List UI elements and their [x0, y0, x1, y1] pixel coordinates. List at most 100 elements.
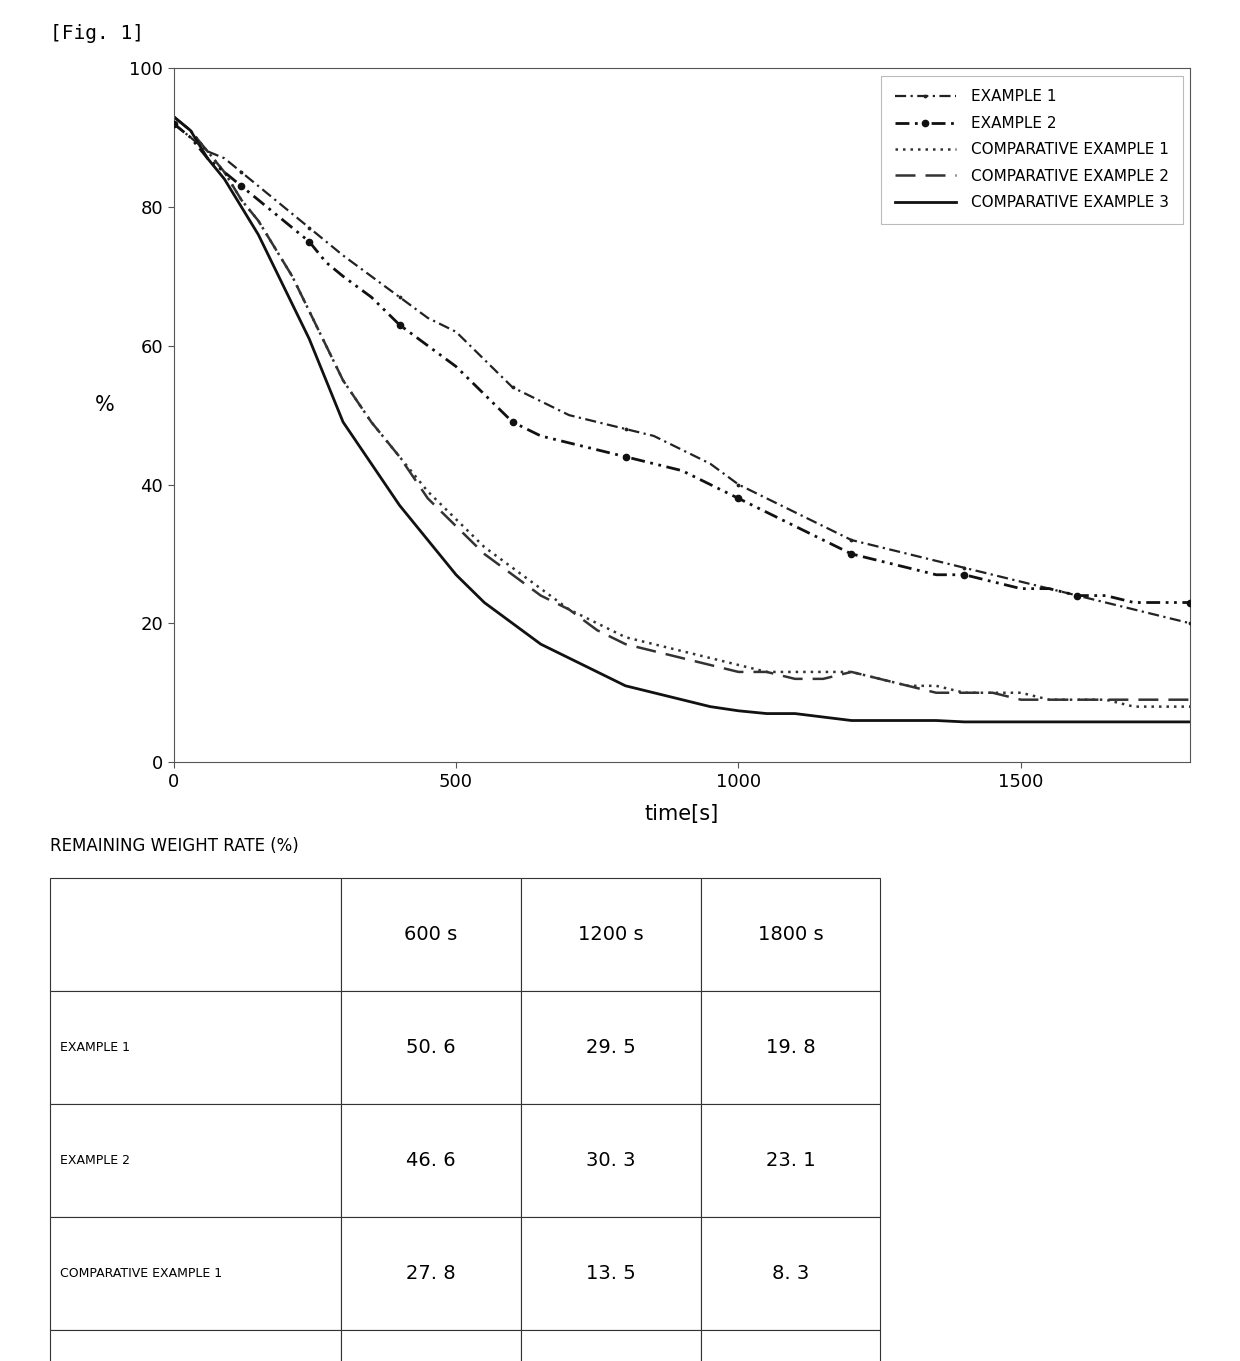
- EXAMPLE 1: [844, 532, 859, 548]
- COMPARATIVE EXAMPLE 2: [392, 449, 407, 465]
- COMPARATIVE EXAMPLE 3: [1070, 713, 1085, 729]
- COMPARATIVE EXAMPLE 3: [590, 664, 605, 680]
- EXAMPLE 2: [1070, 588, 1085, 604]
- COMPARATIVE EXAMPLE 1: [392, 449, 407, 465]
- COMPARATIVE EXAMPLE 3: [336, 414, 351, 430]
- EXAMPLE 2: [234, 178, 249, 195]
- COMPARATIVE EXAMPLE 3: [533, 636, 548, 652]
- EXAMPLE 2: [449, 358, 464, 374]
- COMPARATIVE EXAMPLE 1: [732, 657, 746, 674]
- COMPARATIVE EXAMPLE 3: [166, 109, 181, 125]
- COMPARATIVE EXAMPLE 1: [675, 642, 689, 659]
- EXAMPLE 1: [285, 206, 300, 222]
- EXAMPLE 2: [392, 317, 407, 333]
- COMPARATIVE EXAMPLE 3: [929, 712, 944, 728]
- EXAMPLE 1: [618, 421, 632, 437]
- COMPARATIVE EXAMPLE 2: [505, 566, 520, 583]
- Text: REMAINING WEIGHT RATE (%): REMAINING WEIGHT RATE (%): [50, 837, 299, 855]
- COMPARATIVE EXAMPLE 2: [217, 163, 232, 180]
- EXAMPLE 1: [449, 324, 464, 340]
- EXAMPLE 2: [1126, 595, 1141, 611]
- COMPARATIVE EXAMPLE 3: [477, 595, 492, 611]
- COMPARATIVE EXAMPLE 2: [301, 304, 316, 320]
- COMPARATIVE EXAMPLE 3: [363, 456, 378, 472]
- Line: EXAMPLE 1: EXAMPLE 1: [171, 121, 1193, 626]
- COMPARATIVE EXAMPLE 3: [449, 566, 464, 583]
- COMPARATIVE EXAMPLE 2: [562, 602, 577, 618]
- COMPARATIVE EXAMPLE 3: [250, 226, 265, 242]
- COMPARATIVE EXAMPLE 1: [1183, 698, 1198, 715]
- EXAMPLE 2: [703, 476, 718, 493]
- EXAMPLE 1: [301, 219, 316, 235]
- EXAMPLE 2: [533, 427, 548, 444]
- COMPARATIVE EXAMPLE 2: [477, 546, 492, 562]
- Line: COMPARATIVE EXAMPLE 1: COMPARATIVE EXAMPLE 1: [174, 117, 1190, 706]
- COMPARATIVE EXAMPLE 1: [1154, 698, 1169, 715]
- COMPARATIVE EXAMPLE 3: [234, 199, 249, 215]
- COMPARATIVE EXAMPLE 3: [1154, 713, 1169, 729]
- COMPARATIVE EXAMPLE 2: [872, 671, 887, 687]
- Text: 13. 5: 13. 5: [585, 1264, 636, 1282]
- COMPARATIVE EXAMPLE 2: [816, 671, 831, 687]
- COMPARATIVE EXAMPLE 1: [363, 414, 378, 430]
- Text: 27. 8: 27. 8: [405, 1264, 456, 1282]
- COMPARATIVE EXAMPLE 2: [900, 678, 915, 694]
- Text: EXAMPLE 2: EXAMPLE 2: [60, 1154, 129, 1166]
- EXAMPLE 1: [184, 129, 198, 146]
- Legend: EXAMPLE 1, EXAMPLE 2, COMPARATIVE EXAMPLE 1, COMPARATIVE EXAMPLE 2, COMPARATIVE : EXAMPLE 1, EXAMPLE 2, COMPARATIVE EXAMPL…: [880, 76, 1183, 225]
- Line: COMPARATIVE EXAMPLE 3: COMPARATIVE EXAMPLE 3: [174, 117, 1190, 721]
- COMPARATIVE EXAMPLE 3: [759, 705, 774, 721]
- EXAMPLE 2: [505, 414, 520, 430]
- Text: 23. 1: 23. 1: [765, 1151, 816, 1169]
- Text: 50. 6: 50. 6: [405, 1038, 456, 1056]
- EXAMPLE 2: [562, 434, 577, 450]
- EXAMPLE 1: [900, 546, 915, 562]
- EXAMPLE 2: [250, 192, 265, 208]
- EXAMPLE 2: [336, 268, 351, 284]
- EXAMPLE 2: [1013, 580, 1028, 596]
- COMPARATIVE EXAMPLE 3: [1126, 713, 1141, 729]
- COMPARATIVE EXAMPLE 2: [1183, 691, 1198, 708]
- Text: COMPARATIVE EXAMPLE 1: COMPARATIVE EXAMPLE 1: [60, 1267, 222, 1279]
- COMPARATIVE EXAMPLE 2: [1070, 691, 1085, 708]
- COMPARATIVE EXAMPLE 1: [217, 163, 232, 180]
- Text: [Fig. 1]: [Fig. 1]: [50, 24, 144, 44]
- COMPARATIVE EXAMPLE 2: [675, 651, 689, 667]
- EXAMPLE 2: [200, 150, 215, 166]
- X-axis label: time[s]: time[s]: [645, 804, 719, 825]
- EXAMPLE 1: [1126, 602, 1141, 618]
- EXAMPLE 2: [590, 441, 605, 457]
- COMPARATIVE EXAMPLE 1: [449, 512, 464, 528]
- COMPARATIVE EXAMPLE 1: [562, 602, 577, 618]
- EXAMPLE 1: [420, 310, 435, 327]
- EXAMPLE 1: [268, 192, 283, 208]
- COMPARATIVE EXAMPLE 1: [268, 241, 283, 257]
- Line: COMPARATIVE EXAMPLE 2: COMPARATIVE EXAMPLE 2: [174, 117, 1190, 700]
- COMPARATIVE EXAMPLE 3: [1183, 713, 1198, 729]
- EXAMPLE 1: [986, 566, 1001, 583]
- Line: EXAMPLE 2: EXAMPLE 2: [170, 121, 1194, 606]
- EXAMPLE 2: [900, 559, 915, 576]
- EXAMPLE 2: [477, 387, 492, 403]
- EXAMPLE 2: [675, 463, 689, 479]
- COMPARATIVE EXAMPLE 2: [285, 268, 300, 284]
- EXAMPLE 2: [1099, 588, 1114, 604]
- COMPARATIVE EXAMPLE 2: [533, 588, 548, 604]
- EXAMPLE 2: [929, 566, 944, 583]
- COMPARATIVE EXAMPLE 1: [200, 143, 215, 159]
- COMPARATIVE EXAMPLE 3: [1013, 713, 1028, 729]
- COMPARATIVE EXAMPLE 3: [646, 685, 661, 701]
- EXAMPLE 2: [301, 234, 316, 250]
- EXAMPLE 1: [590, 414, 605, 430]
- COMPARATIVE EXAMPLE 3: [301, 331, 316, 347]
- COMPARATIVE EXAMPLE 1: [505, 559, 520, 576]
- COMPARATIVE EXAMPLE 2: [590, 622, 605, 638]
- EXAMPLE 1: [336, 248, 351, 264]
- COMPARATIVE EXAMPLE 3: [675, 691, 689, 708]
- EXAMPLE 1: [200, 143, 215, 159]
- COMPARATIVE EXAMPLE 2: [166, 109, 181, 125]
- COMPARATIVE EXAMPLE 2: [1154, 691, 1169, 708]
- COMPARATIVE EXAMPLE 1: [336, 373, 351, 389]
- EXAMPLE 1: [1013, 573, 1028, 589]
- COMPARATIVE EXAMPLE 1: [319, 338, 334, 354]
